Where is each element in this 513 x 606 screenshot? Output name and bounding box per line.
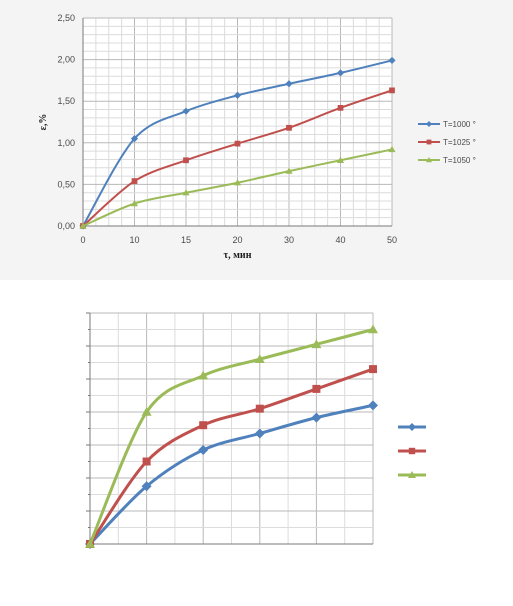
y-tick-label: 2,00	[57, 55, 75, 65]
data-point	[199, 421, 208, 430]
legend-entry: T=1050 °	[418, 156, 476, 165]
data-point	[336, 156, 345, 163]
data-point	[388, 56, 396, 65]
data-point	[85, 539, 95, 548]
data-point	[286, 124, 292, 131]
data-point	[233, 179, 242, 186]
legend-entry	[398, 423, 426, 431]
data-point	[388, 145, 396, 153]
series-3	[85, 324, 378, 548]
data-point	[254, 428, 265, 439]
y-axis-title: ε,%	[38, 114, 49, 131]
data-point	[311, 339, 322, 349]
y-tick-label: 1,50	[57, 96, 75, 106]
legend-label: T=1025 °	[443, 138, 476, 147]
data-point	[141, 407, 152, 416]
legend-entry	[398, 471, 426, 478]
data-point	[130, 199, 139, 207]
data-point	[182, 107, 190, 115]
legend-swatch-marker	[408, 471, 416, 478]
data-point	[79, 222, 87, 229]
data-point	[369, 365, 377, 374]
y-tick-label: 0,50	[57, 179, 75, 189]
data-point	[285, 167, 293, 174]
data-point	[337, 104, 344, 111]
x-tick-label: 0	[80, 235, 85, 245]
data-point	[142, 457, 151, 466]
legend-entry: T=1000 °	[418, 120, 476, 129]
chart-top-svg: 0,00 0,50 1,00 1,50 2,00 2,50 0 10 15 20 30 40 50 τ, …	[38, 13, 476, 261]
series-3	[79, 145, 396, 229]
x-tick-label: 40	[335, 235, 345, 245]
legend-entry: T=1025 °	[418, 138, 476, 147]
chart-bottom-svg	[85, 312, 426, 549]
series-1	[79, 56, 396, 230]
data-point	[131, 178, 138, 184]
y-tick-label: 0,00	[57, 221, 75, 231]
x-tick-label: 15	[181, 235, 191, 245]
x-tick-label: 10	[129, 235, 139, 245]
x-tick-label: 30	[284, 235, 294, 245]
data-point	[389, 87, 395, 94]
data-point	[233, 91, 242, 99]
data-point	[182, 189, 190, 196]
chart-bottom	[0, 290, 513, 606]
chart-top: 0,00 0,50 1,00 1,50 2,00 2,50 0 10 15 20 30 40 50 τ, …	[0, 0, 513, 280]
series-1	[85, 400, 378, 549]
y-tick-label: 1,00	[57, 138, 75, 148]
data-point	[254, 354, 265, 363]
data-point	[183, 157, 189, 164]
data-point	[130, 135, 139, 143]
x-tick-label: 50	[387, 235, 397, 245]
data-point	[255, 404, 264, 413]
legend-swatch-marker	[408, 423, 416, 431]
data-point	[198, 444, 209, 455]
data-point	[234, 140, 241, 147]
data-point	[312, 384, 321, 393]
data-point	[311, 412, 322, 423]
data-point	[141, 481, 152, 492]
legend-label: T=1050 °	[443, 156, 476, 165]
x-axis-title: τ, мин	[224, 250, 252, 261]
legend-swatch-marker	[426, 139, 432, 145]
legend-swatch-marker	[408, 447, 416, 455]
y-tick-label: 2,50	[57, 13, 75, 23]
legend-entry	[398, 447, 426, 455]
legend-swatch-marker	[426, 121, 432, 127]
x-tick-label: 20	[232, 235, 242, 245]
legend-label: T=1000 °	[443, 120, 476, 129]
data-point	[285, 80, 293, 88]
legend-swatch-marker	[426, 157, 432, 163]
data-point	[368, 400, 378, 411]
data-point	[198, 370, 209, 380]
data-point	[368, 324, 378, 334]
data-point	[336, 69, 345, 77]
